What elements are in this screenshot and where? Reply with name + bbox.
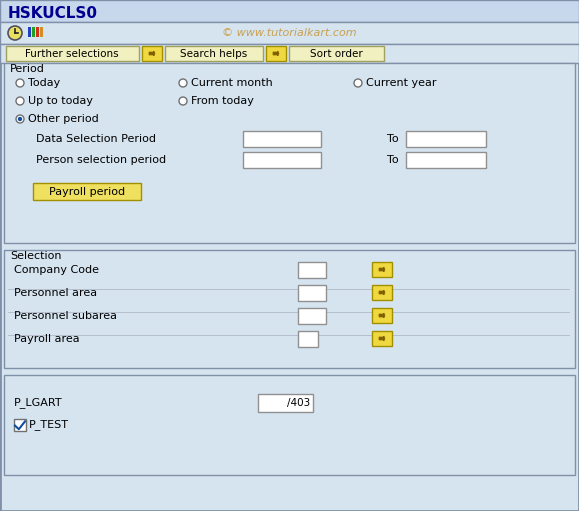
Bar <box>258 394 313 412</box>
Circle shape <box>16 79 24 87</box>
Bar <box>266 46 286 61</box>
Bar <box>6 46 139 61</box>
Text: Selection: Selection <box>10 251 61 261</box>
Text: Further selections: Further selections <box>25 49 119 58</box>
Circle shape <box>18 117 22 121</box>
Text: Data Selection Period: Data Selection Period <box>36 134 156 144</box>
Bar <box>36 27 39 37</box>
Text: P_TEST: P_TEST <box>29 420 69 430</box>
Text: /403: /403 <box>287 398 310 408</box>
Text: Person selection period: Person selection period <box>36 155 166 165</box>
Text: P_LGART: P_LGART <box>14 398 63 408</box>
Text: Payroll area: Payroll area <box>14 334 80 344</box>
Bar <box>4 375 575 475</box>
Text: Company Code: Company Code <box>14 265 99 275</box>
Bar <box>372 285 392 300</box>
Bar <box>298 331 318 347</box>
Text: Other period: Other period <box>28 114 99 124</box>
Bar <box>372 262 392 277</box>
Bar <box>372 308 392 323</box>
Text: Personnel subarea: Personnel subarea <box>14 311 117 321</box>
Bar <box>372 331 392 346</box>
Bar <box>0 44 579 63</box>
Polygon shape <box>149 51 155 56</box>
Text: Personnel area: Personnel area <box>14 288 97 298</box>
Circle shape <box>16 97 24 105</box>
Text: Sort order: Sort order <box>310 49 362 58</box>
Text: Today: Today <box>28 78 60 88</box>
Bar <box>406 131 486 147</box>
Text: HSKUCLS0: HSKUCLS0 <box>8 6 98 20</box>
Text: Period: Period <box>10 64 45 74</box>
Bar <box>28 27 31 37</box>
Polygon shape <box>379 267 385 272</box>
Polygon shape <box>379 290 385 295</box>
Bar <box>33 183 141 200</box>
Polygon shape <box>379 336 385 341</box>
Circle shape <box>16 115 24 123</box>
Polygon shape <box>273 51 279 56</box>
Text: Search helps: Search helps <box>181 49 248 58</box>
Text: To: To <box>387 155 398 165</box>
Text: © www.tutorialkart.com: © www.tutorialkart.com <box>222 28 356 38</box>
Bar <box>0 0 579 22</box>
Text: Current year: Current year <box>366 78 437 88</box>
Bar <box>243 152 321 168</box>
Bar <box>165 46 263 61</box>
Circle shape <box>179 79 187 87</box>
Bar <box>14 419 26 431</box>
Text: Payroll period: Payroll period <box>49 187 125 197</box>
Bar <box>40 27 43 37</box>
Bar <box>298 285 326 301</box>
Bar <box>298 308 326 324</box>
Bar <box>243 131 321 147</box>
Text: Up to today: Up to today <box>28 96 93 106</box>
Text: To: To <box>387 134 398 144</box>
Circle shape <box>354 79 362 87</box>
Text: From today: From today <box>191 96 254 106</box>
Circle shape <box>8 26 22 40</box>
Bar <box>406 152 486 168</box>
Bar <box>298 262 326 278</box>
Bar <box>4 63 575 243</box>
Bar <box>0 22 579 44</box>
Text: Current month: Current month <box>191 78 273 88</box>
Bar <box>4 250 575 368</box>
Circle shape <box>179 97 187 105</box>
Bar <box>289 46 384 61</box>
Polygon shape <box>379 313 385 318</box>
Bar <box>142 46 162 61</box>
Bar <box>32 27 35 37</box>
